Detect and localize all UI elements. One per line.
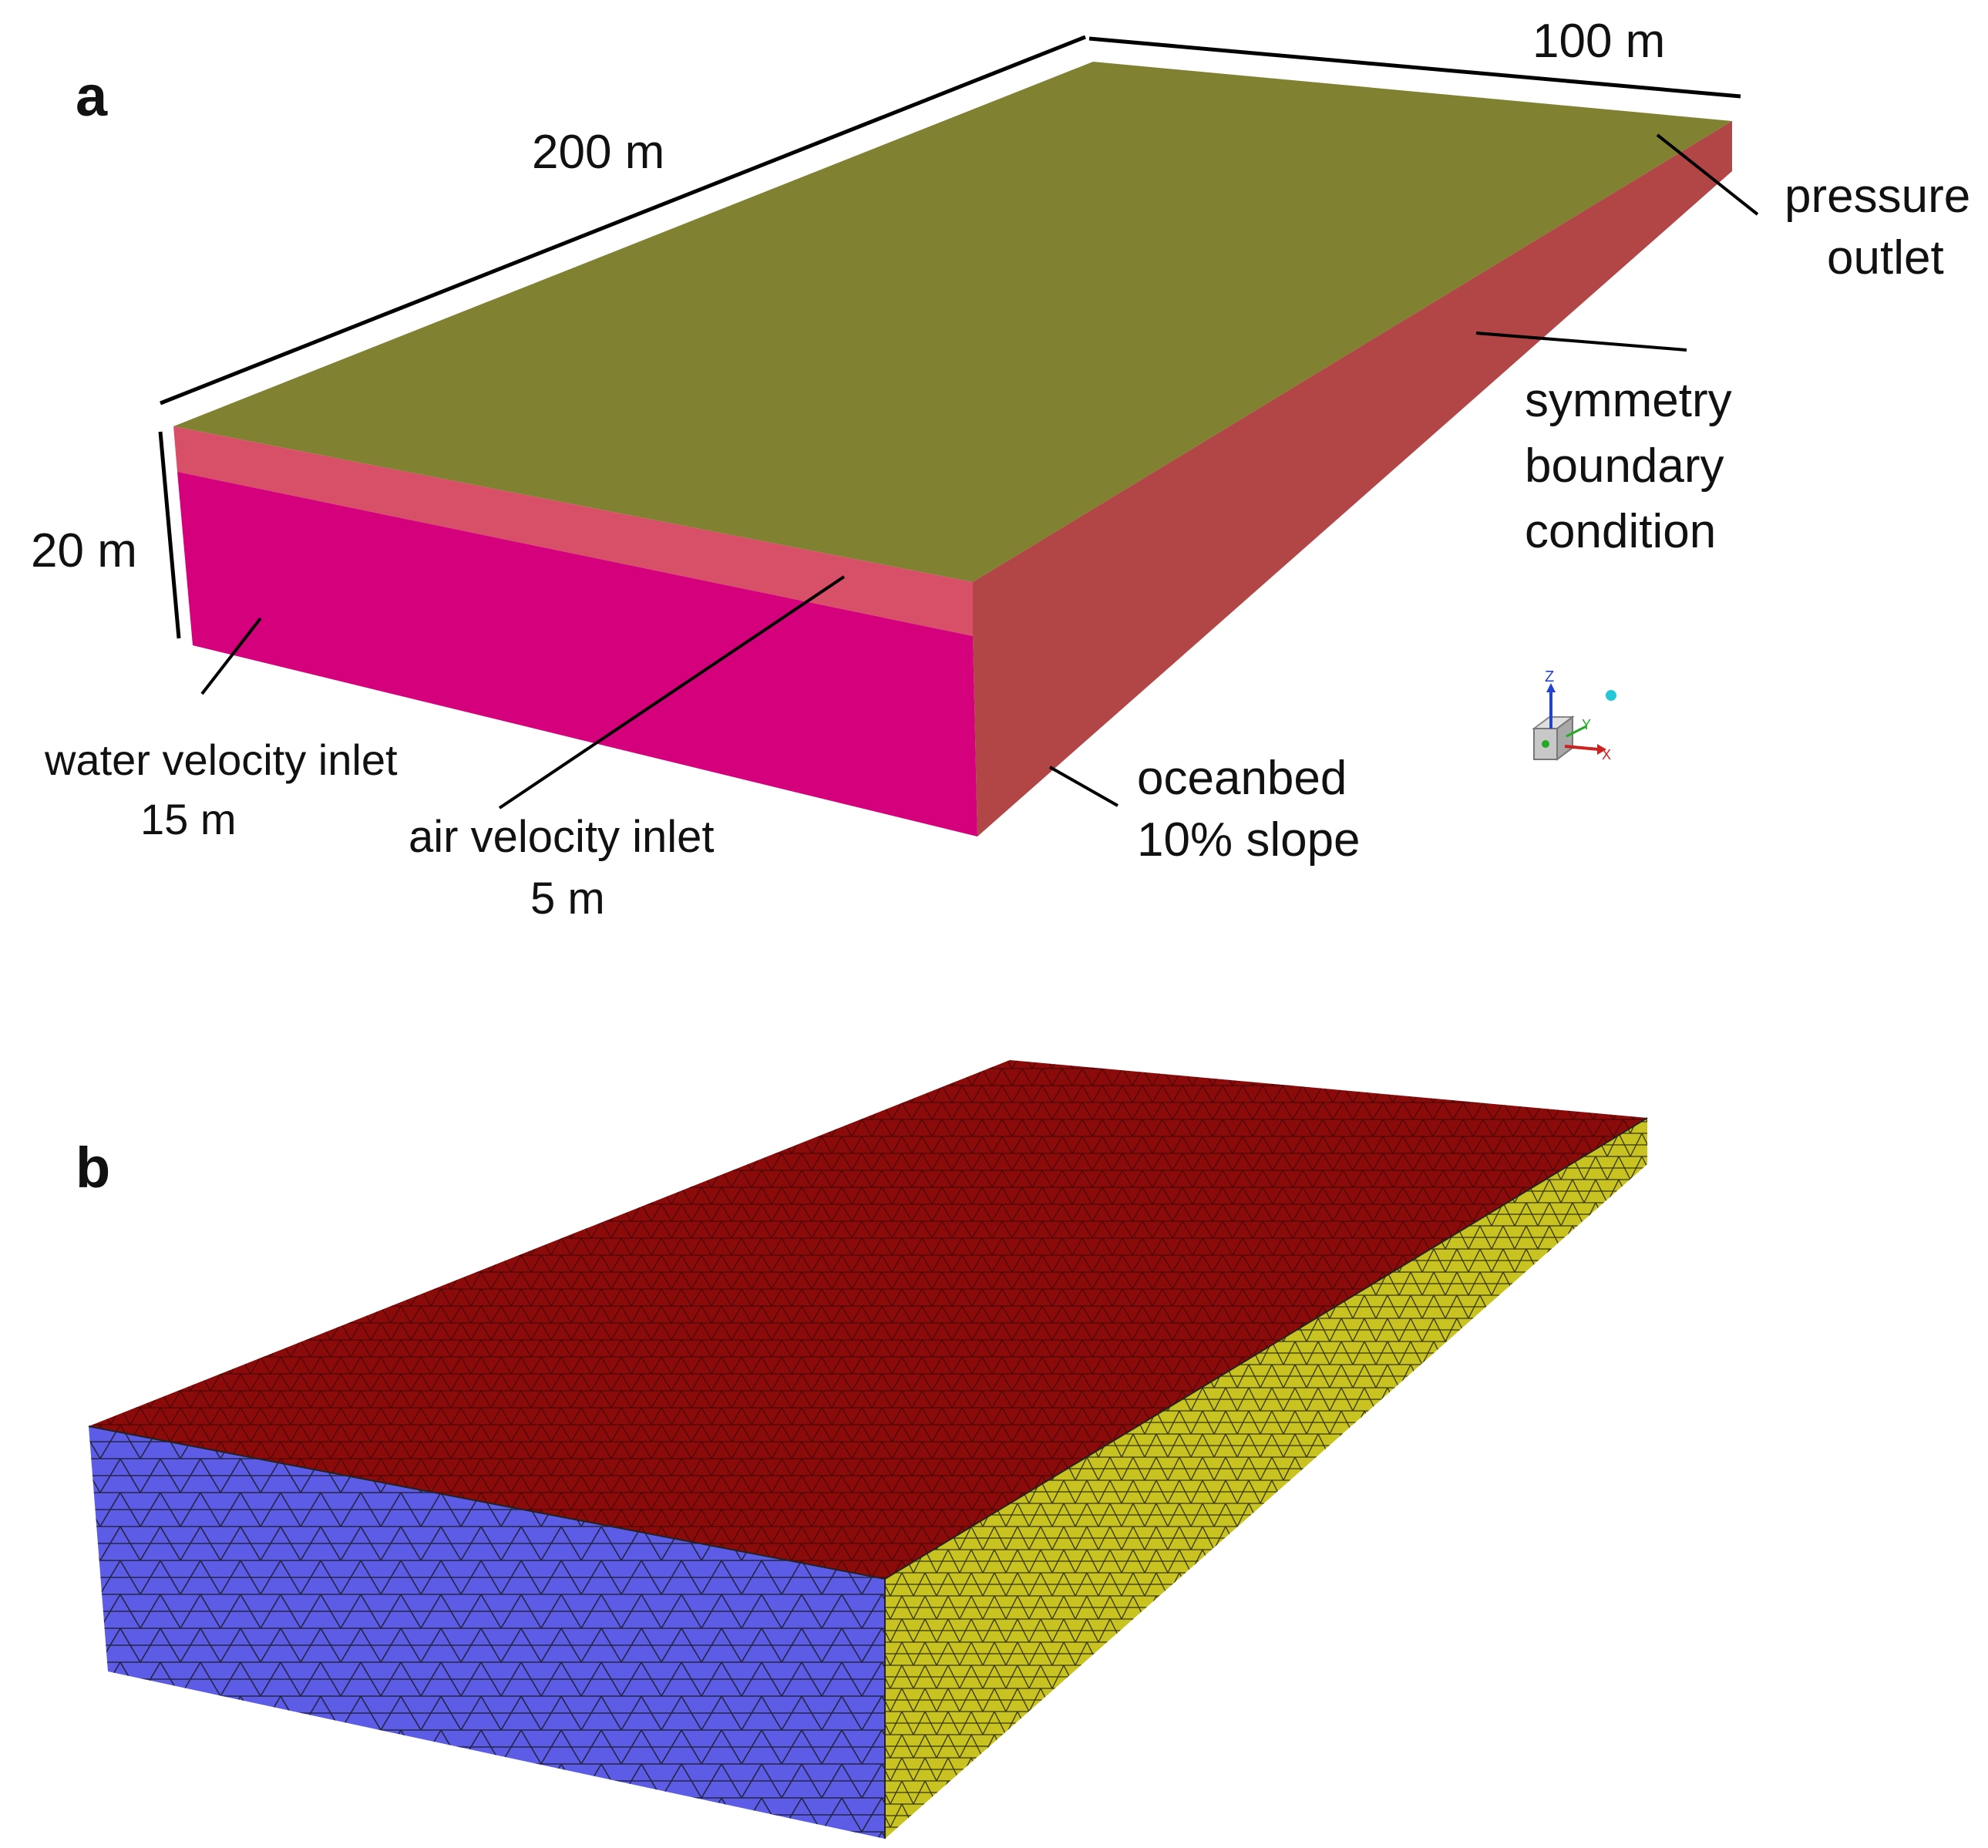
label-symmetry-line1: symmetry [1525, 374, 1732, 427]
axis-triad-icon: Z Y X [1532, 668, 1616, 762]
label-oceanbed-line2: 10% slope [1137, 813, 1361, 867]
mesh-front-face-grid [89, 1426, 885, 1839]
label-pressure-outlet: pressure outlet [1784, 170, 1983, 284]
label-oceanbed-line1: oceanbed [1137, 752, 1347, 805]
dimension-line-20m [158, 431, 181, 639]
air-velocity-inlet-face [173, 426, 973, 636]
label-water-inlet-line2: 15 m [140, 795, 237, 843]
leader-symmetry [1475, 332, 1687, 352]
label-symmetry-line2: boundary [1525, 439, 1724, 493]
label-oceanbed: oceanbed 10% slope [1137, 752, 1361, 867]
leader-water-inlet [200, 617, 262, 695]
symmetry-side-face [973, 121, 1732, 836]
panel-a: a 200 m 100 m 20 m pressure outlet symme… [31, 15, 1983, 924]
leader-pressure-outlet [1656, 133, 1759, 216]
panel-b-letter: b [76, 1136, 110, 1200]
mesh-top-face-grid [89, 1060, 1647, 1579]
dimension-line-100m [1088, 36, 1741, 99]
axis-y-label: Y [1582, 717, 1591, 732]
label-symmetry-line3: condition [1525, 505, 1716, 558]
water-velocity-inlet-face [177, 472, 977, 836]
panel-a-letter: a [76, 64, 108, 128]
dimension-line-200m [160, 35, 1086, 406]
label-pressure-line2: outlet [1827, 231, 1944, 284]
dimension-label-200m: 200 m [532, 126, 664, 179]
label-water-inlet: water velocity inlet 15 m [44, 735, 409, 843]
label-symmetry: symmetry boundary condition [1525, 374, 1745, 558]
axis-x-label: X [1602, 747, 1611, 762]
label-pressure-line1: pressure [1784, 170, 1970, 223]
panel-b: b [76, 1060, 1648, 1839]
mesh-side-face-grid [885, 1118, 1647, 1839]
leader-air-inlet [498, 575, 846, 810]
top-face-pressure-outlet [173, 62, 1732, 582]
leader-oceanbed [1049, 766, 1118, 807]
label-air-inlet: air velocity inlet 5 m [409, 812, 727, 924]
dimension-label-20m: 20 m [31, 524, 137, 577]
dimension-label-100m: 100 m [1532, 15, 1665, 68]
axis-z-label: Z [1545, 668, 1554, 685]
label-water-inlet-line1: water velocity inlet [44, 735, 398, 784]
label-air-inlet-line2: 5 m [530, 874, 605, 924]
label-air-inlet-line1: air velocity inlet [409, 812, 714, 862]
